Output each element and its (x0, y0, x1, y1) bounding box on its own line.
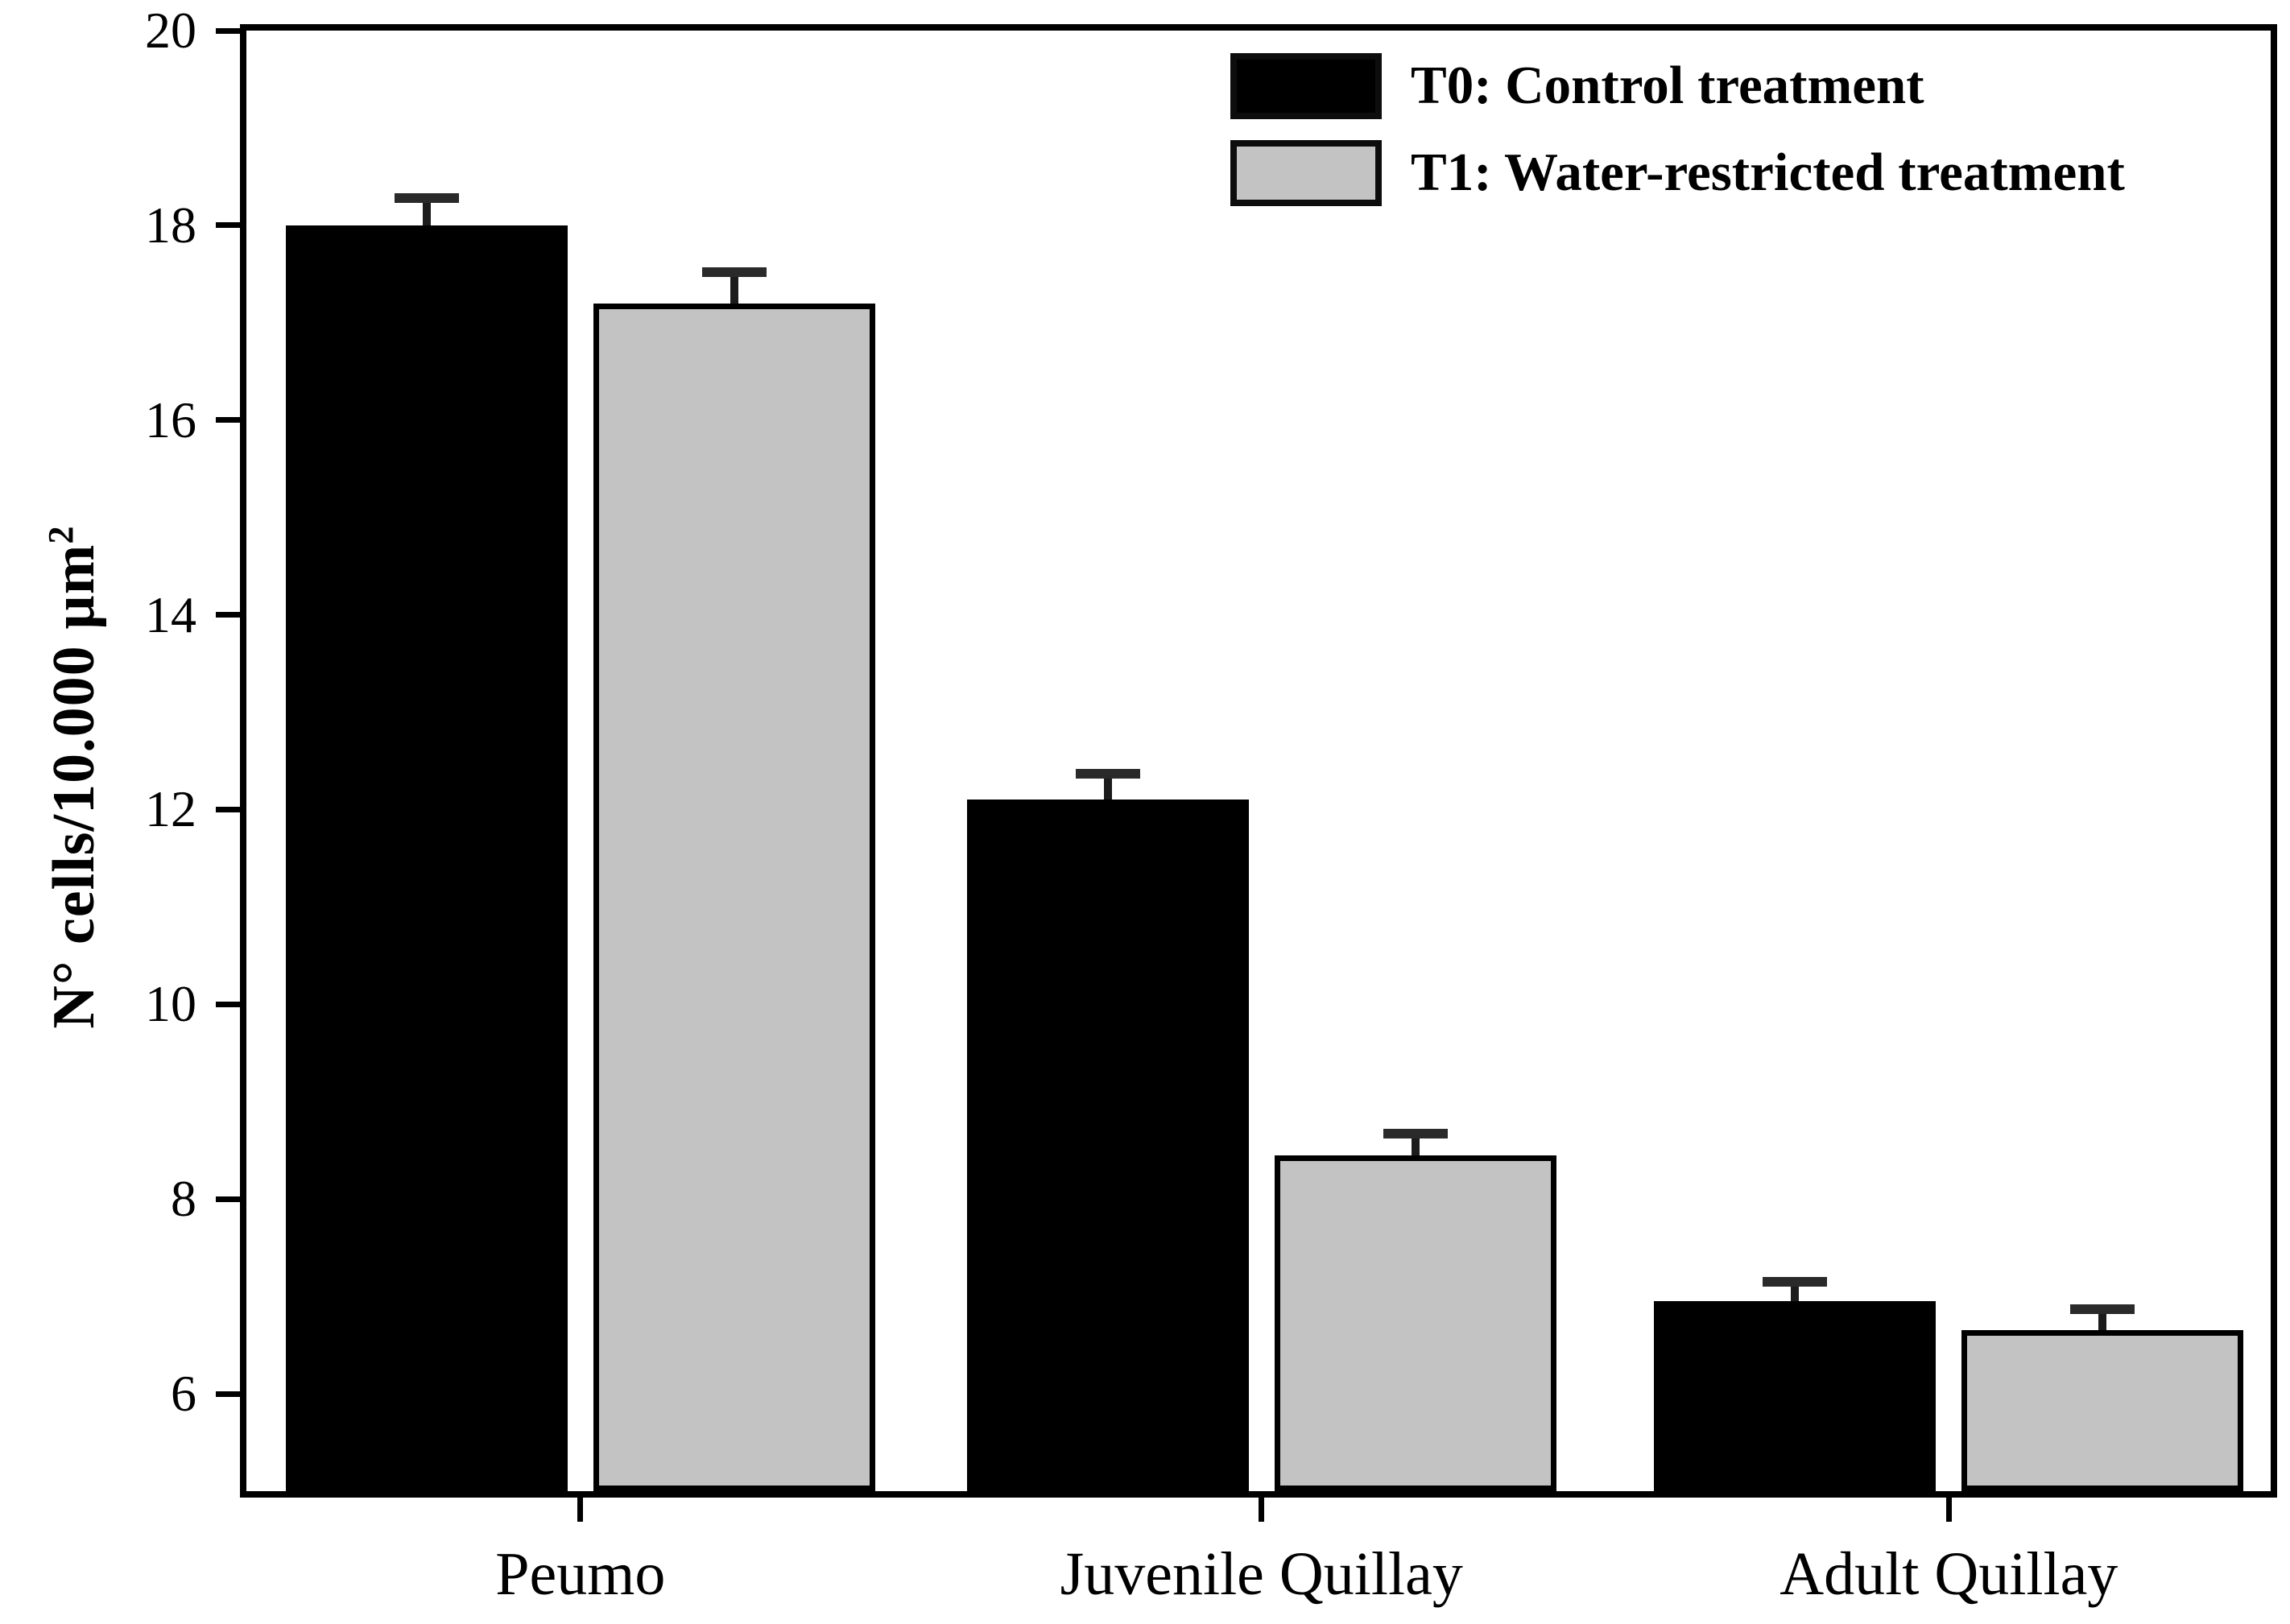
y-tick-mark-18 (216, 222, 240, 229)
y-tick-mark-16 (216, 417, 240, 424)
y-tick-mark-8 (216, 1196, 240, 1202)
bar-juvenile-quillay-t0 (966, 800, 1249, 1491)
y-tick-label-12: 12 (145, 780, 196, 838)
error-bar-cap-peumo-t0 (394, 193, 459, 203)
legend: T0: Control treatment T1: Water-restricte… (1230, 53, 2125, 206)
x-tick-mark-peumo (577, 1498, 584, 1522)
error-bar-stem-juvenile-quillay-t1 (1411, 1134, 1420, 1155)
bar-adult-quillay-t1 (1961, 1330, 2244, 1491)
y-axis-title-superscript: 2 (40, 525, 81, 544)
y-tick-mark-14 (216, 612, 240, 618)
y-tick-mark-20 (216, 27, 240, 34)
plot-area-frame (240, 24, 2277, 1498)
x-category-label-peumo: Peumo (495, 1540, 666, 1608)
bar-juvenile-quillay-t1 (1274, 1155, 1556, 1491)
error-bar-cap-peumo-t1 (701, 267, 767, 277)
y-tick-mark-6 (216, 1391, 240, 1397)
error-bar-stem-adult-quillay-t1 (2098, 1308, 2107, 1331)
x-tick-mark-adult-quillay (1945, 1498, 1952, 1522)
legend-swatch-t1 (1230, 140, 1382, 206)
y-tick-label-10: 10 (145, 975, 196, 1033)
x-category-label-juvenile-quillay: Juvenile Quillay (1060, 1540, 1463, 1608)
x-tick-mark-juvenile-quillay (1259, 1498, 1265, 1522)
error-bar-stem-peumo-t1 (730, 271, 738, 304)
error-bar-cap-adult-quillay-t0 (1763, 1276, 1828, 1287)
legend-swatch-t0 (1230, 53, 1382, 119)
legend-row-t0: T0: Control treatment (1230, 53, 2125, 119)
y-tick-mark-10 (216, 1001, 240, 1007)
error-bar-cap-adult-quillay-t1 (2070, 1304, 2135, 1314)
y-tick-label-8: 8 (171, 1170, 196, 1228)
legend-row-t1: T1: Water-restricted treatment (1230, 140, 2125, 206)
y-tick-mark-12 (216, 806, 240, 812)
error-bar-cap-juvenile-quillay-t1 (1383, 1129, 1448, 1139)
x-category-label-adult-quillay: Adult Quillay (1780, 1540, 2118, 1608)
legend-label-t1: T1: Water-restricted treatment (1411, 143, 2125, 203)
legend-label-t0: T0: Control treatment (1411, 56, 1924, 116)
error-bar-stem-juvenile-quillay-t0 (1103, 773, 1112, 800)
y-tick-label-18: 18 (145, 196, 196, 254)
y-tick-label-14: 14 (145, 585, 196, 643)
y-tick-label-16: 16 (145, 391, 196, 448)
y-tick-label-6: 6 (171, 1365, 196, 1423)
bar-peumo-t1 (593, 303, 875, 1491)
y-tick-label-20: 20 (145, 2, 196, 59)
error-bar-stem-peumo-t0 (422, 198, 431, 225)
bar-peumo-t0 (285, 225, 568, 1491)
error-bar-cap-juvenile-quillay-t0 (1075, 768, 1140, 779)
error-bar-stem-adult-quillay-t0 (1791, 1281, 1800, 1302)
bar-adult-quillay-t0 (1654, 1301, 1937, 1491)
